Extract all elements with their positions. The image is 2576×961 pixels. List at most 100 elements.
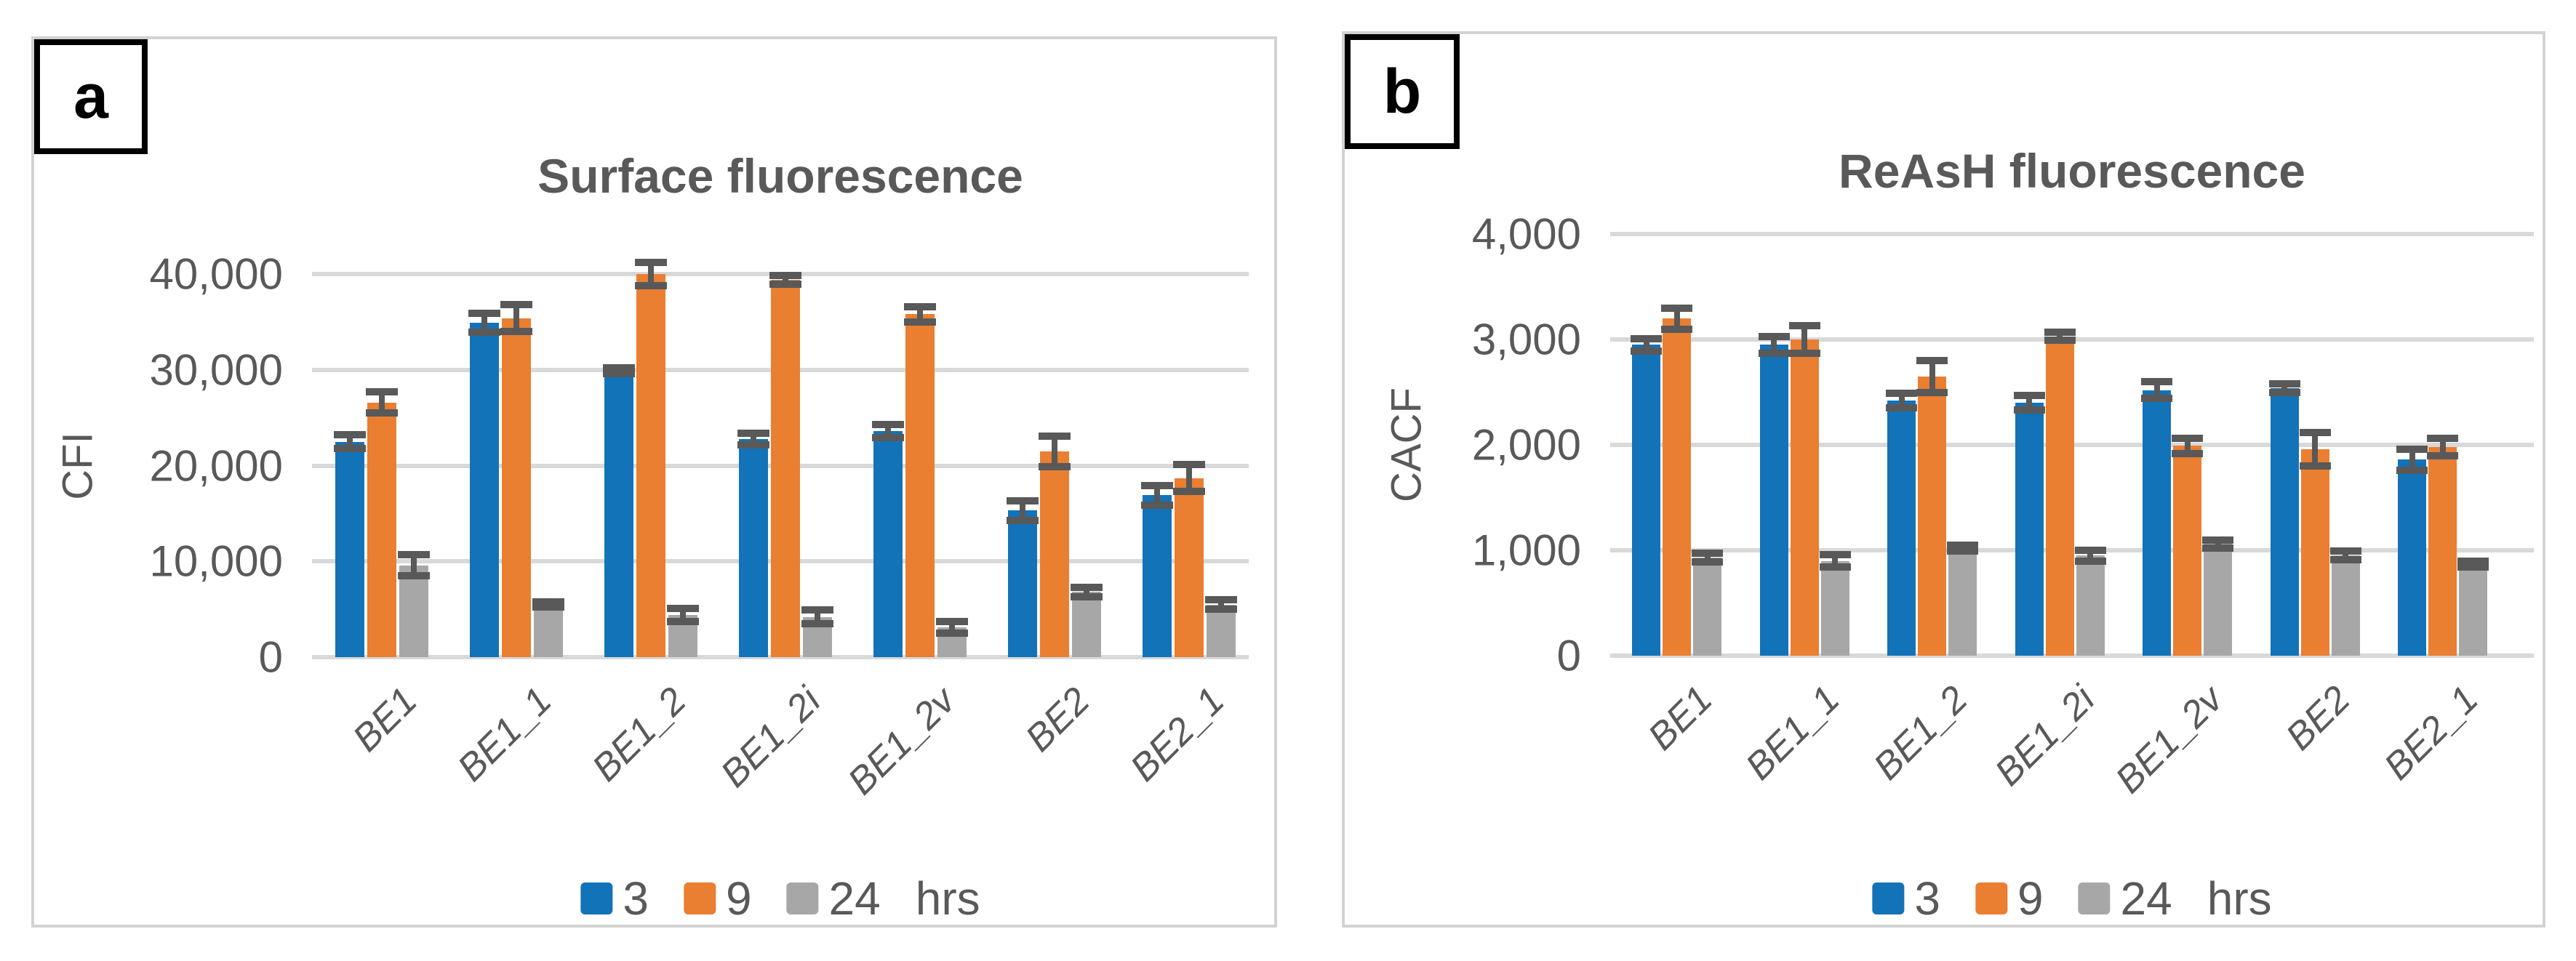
- legend-item-3hrs: 3: [580, 875, 649, 922]
- legend-suffix-label: hrs: [915, 872, 980, 925]
- y-tick-label: 2,000: [1471, 420, 1581, 470]
- error-bar-line: [379, 392, 385, 414]
- panel-a-label-box: a: [34, 39, 148, 154]
- error-bar-cap-top: [2268, 379, 2300, 387]
- error-bar-cap-top: [1661, 304, 1692, 312]
- error-bar-cap-top: [1205, 595, 1237, 603]
- error-bar-line: [411, 555, 417, 576]
- error-bar-cap-bottom: [1631, 347, 1662, 355]
- bar-BE1-3hrs: [1632, 345, 1660, 656]
- chart-a-legend: 3 9 24 hrs: [580, 875, 980, 922]
- bar-BE1_1-24hrs: [534, 604, 563, 657]
- error-bar-line: [680, 608, 686, 622]
- error-bar-line: [513, 305, 519, 332]
- error-bar-line: [1929, 361, 1935, 393]
- error-bar-line: [1186, 465, 1192, 492]
- error-bar-cap-top: [1141, 482, 1173, 490]
- bar-BE1_1-24hrs: [1820, 560, 1849, 656]
- error-bar-cap-top: [468, 310, 500, 318]
- error-bar-line: [2312, 432, 2318, 466]
- error-bar-cap-bottom: [1819, 563, 1851, 571]
- error-bar-cap-bottom: [1007, 516, 1039, 524]
- bar-BE1_1-9hrs: [502, 318, 531, 657]
- y-tick-label: 10,000: [149, 536, 283, 586]
- error-bar-cap-bottom: [1173, 488, 1205, 496]
- bar-BE1_2i-3hrs: [2015, 403, 2044, 656]
- error-bar-cap-top: [603, 364, 635, 372]
- error-bar-cap-top: [1819, 550, 1851, 558]
- error-bar-cap-top: [2329, 547, 2361, 555]
- error-bar-line: [1704, 553, 1711, 562]
- error-bar-cap-top: [1173, 461, 1205, 469]
- error-bar-line: [2184, 438, 2191, 454]
- error-bar-line: [1218, 599, 1224, 610]
- error-bar-cap-top: [2141, 378, 2172, 385]
- bar-BE1_2i-3hrs: [739, 438, 768, 657]
- y-tick-label: 4,000: [1471, 209, 1581, 259]
- error-bar-cap-top: [2172, 435, 2203, 443]
- error-bar-cap-bottom: [398, 572, 430, 579]
- bar-BE2-9hrs: [1040, 451, 1069, 657]
- error-bar-line: [481, 313, 487, 333]
- error-bar-cap-top: [1788, 322, 1820, 330]
- bar-BE1_2-3hrs: [604, 371, 633, 657]
- legend-label-9hrs: 9: [2017, 872, 2044, 925]
- error-bar-line: [2087, 550, 2093, 561]
- error-bar-line: [2343, 551, 2348, 560]
- error-bar-line: [1020, 501, 1025, 520]
- error-bar-line: [2215, 539, 2221, 549]
- panel-a: a Surface fluorescence CFI 0 10,000 20,000…: [31, 36, 1277, 928]
- error-bar-cap-top: [1758, 332, 1790, 340]
- error-bar-cap-bottom: [872, 434, 904, 442]
- error-bar-line: [1771, 336, 1777, 353]
- legend-label-24hrs: 24: [2120, 872, 2172, 925]
- legend-label-3hrs: 3: [1914, 872, 1940, 925]
- error-bar-cap-top: [635, 259, 667, 267]
- error-bar-cap-bottom: [2172, 449, 2203, 457]
- error-bar-line: [815, 610, 820, 624]
- bar-BE1_1-9hrs: [1790, 339, 1819, 656]
- error-bar-cap-top: [500, 301, 532, 309]
- error-bar-line: [347, 435, 353, 449]
- bar-BE1_2v-3hrs: [873, 431, 903, 657]
- error-bar-cap-top: [2202, 536, 2233, 544]
- error-bar-cap-top: [1947, 541, 1978, 549]
- error-bar-cap-bottom: [500, 328, 532, 336]
- bar-BE1_2-9hrs: [1918, 376, 1946, 656]
- bar-BE2-9hrs: [2300, 449, 2329, 656]
- error-bar-cap-bottom: [2202, 544, 2233, 552]
- error-bar-cap-bottom: [936, 630, 968, 638]
- bar-BE2_1-3hrs: [2398, 459, 2426, 656]
- error-bar-line: [2281, 383, 2287, 393]
- error-bar-cap-top: [2044, 328, 2076, 336]
- error-bar-cap-top: [936, 618, 968, 626]
- error-bar-cap-bottom: [635, 281, 667, 289]
- error-bar-cap-bottom: [2268, 388, 2300, 396]
- bar-BE2_1-9hrs: [1175, 478, 1204, 657]
- chart-b-legend: 3 9 24 hrs: [1872, 872, 2272, 925]
- bar-BE1_2i-9hrs: [771, 279, 800, 657]
- legend-item-9hrs: 9: [1975, 875, 2044, 922]
- error-bar-cap-bottom: [2074, 557, 2106, 565]
- chart-b-y-axis-title: CACF: [1383, 387, 1431, 502]
- error-bar-cap-top: [2299, 428, 2331, 436]
- error-bar-line: [2057, 331, 2063, 341]
- error-bar-cap-top: [904, 302, 936, 310]
- error-bar-cap-bottom: [1141, 501, 1173, 509]
- error-bar-line: [2026, 395, 2032, 411]
- chart-a-title: Surface fluorescence: [537, 149, 1023, 203]
- error-bar-cap-bottom: [1886, 404, 1917, 412]
- y-tick-label: 3,000: [1471, 315, 1581, 364]
- error-bar-cap-top: [801, 606, 833, 614]
- bar-BE1_2-24hrs: [1948, 548, 1977, 656]
- bar-BE1_2-9hrs: [636, 274, 665, 657]
- gridline-0: [1610, 654, 2534, 658]
- legend-swatch-3hrs: [1872, 882, 1905, 914]
- y-tick-label: 0: [258, 632, 283, 682]
- bar-BE1_2v-9hrs: [2173, 446, 2201, 656]
- error-bar-cap-bottom: [2457, 563, 2489, 571]
- error-bar-line: [917, 306, 923, 322]
- error-bar-cap-top: [1631, 334, 1662, 342]
- bar-BE1-3hrs: [335, 441, 364, 657]
